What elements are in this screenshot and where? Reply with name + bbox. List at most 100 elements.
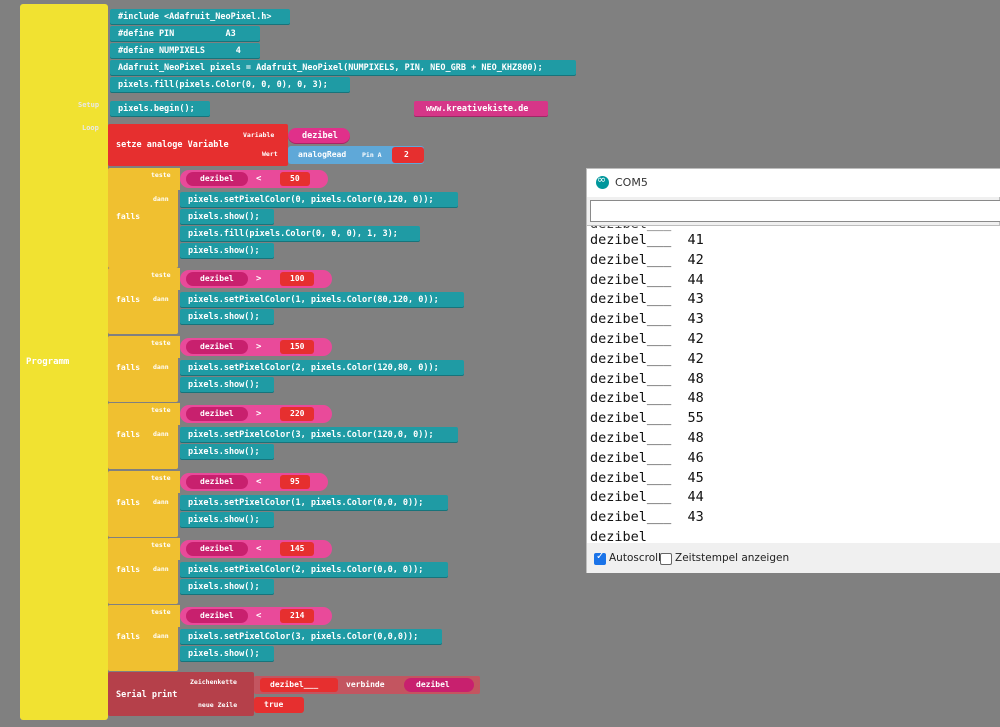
teste-label: teste (151, 474, 171, 482)
action-block[interactable]: pixels.show(); (180, 309, 274, 325)
dann-label: dann (153, 430, 169, 438)
serial-var-field[interactable]: dezibel (404, 678, 474, 692)
condition-variable[interactable]: dezibel (186, 542, 248, 556)
condition-operator[interactable]: < (256, 611, 262, 621)
condition-variable[interactable]: dezibel (186, 407, 248, 421)
pin-value-field[interactable]: 2 (392, 147, 424, 163)
teste-label: teste (151, 171, 171, 179)
action-block[interactable]: pixels.show(); (180, 209, 274, 225)
falls-block[interactable] (108, 168, 178, 268)
serial-line: dezibel___ 41 (590, 232, 704, 248)
pin-label: Pin A (362, 151, 382, 159)
action-block[interactable]: pixels.show(); (180, 377, 274, 393)
action-block[interactable]: pixels.fill(pixels.Color(0, 0, 0), 1, 3)… (180, 226, 420, 242)
fill-init-block[interactable]: pixels.fill(pixels.Color(0, 0, 0), 0, 3)… (110, 77, 350, 93)
programm-label: Programm (26, 357, 70, 367)
falls-block[interactable] (108, 471, 178, 537)
set-analog-variable-block[interactable] (108, 124, 288, 166)
condition-value[interactable]: 95 (280, 475, 310, 489)
variable-label: Variable (243, 131, 275, 139)
serial-line: dezibel___ 44 (590, 489, 704, 506)
serial-print-block[interactable] (108, 672, 254, 716)
condition-variable[interactable]: dezibel (186, 340, 248, 354)
condition-value[interactable]: 145 (280, 542, 315, 556)
serial-print-label: Serial print (116, 690, 178, 700)
condition-variable[interactable]: dezibel (186, 475, 248, 489)
define-numpixels-block[interactable]: #define NUMPIXELS 4 (110, 43, 260, 59)
neue-zeile-label: neue Zeile (198, 701, 238, 709)
action-block[interactable]: pixels.show(); (180, 579, 274, 595)
action-block[interactable]: pixels.setPixelColor(2, pixels.Color(0,0… (180, 562, 448, 578)
newline-field[interactable]: true (254, 697, 304, 713)
falls-block[interactable] (108, 605, 178, 671)
falls-condition-strip (176, 403, 180, 425)
falls-block[interactable] (108, 403, 178, 469)
serial-output-area[interactable]: dezibel___ dezibel___ 41 dezibel___ 42 dez… (587, 225, 1000, 543)
autoscroll-checkbox[interactable] (594, 551, 606, 565)
falls-label: falls (116, 363, 141, 372)
condition-operator[interactable]: < (256, 477, 262, 487)
dann-label: dann (153, 195, 169, 203)
condition-variable[interactable]: dezibel (186, 609, 248, 623)
teste-label: teste (151, 271, 171, 279)
falls-condition-strip (176, 268, 180, 290)
falls-block[interactable] (108, 268, 178, 334)
condition-operator[interactable]: < (256, 174, 262, 184)
begin-block[interactable]: pixels.begin(); (110, 101, 210, 117)
action-block[interactable]: pixels.show(); (180, 243, 274, 259)
neopixel-constructor-block[interactable]: Adafruit_NeoPixel pixels = Adafruit_NeoP… (110, 60, 576, 76)
teste-label: teste (151, 608, 171, 616)
include-block[interactable]: #include <Adafruit_NeoPixel.h> (110, 9, 290, 25)
serial-line: dezibel___ 42 (590, 251, 704, 268)
condition-variable[interactable]: dezibel (186, 272, 248, 286)
serial-title-bar[interactable]: COM5 (587, 169, 1000, 197)
serial-line: dezibel___ 44 (590, 271, 704, 288)
teste-label: teste (151, 541, 171, 549)
action-block[interactable]: pixels.setPixelColor(1, pixels.Color(0,0… (180, 495, 448, 511)
action-block[interactable]: pixels.setPixelColor(3, pixels.Color(0,0… (180, 629, 442, 645)
variable-name-field[interactable]: dezibel (288, 128, 350, 144)
arduino-icon (596, 173, 609, 189)
analogread-block[interactable] (288, 146, 424, 164)
timestamp-checkbox[interactable] (660, 553, 672, 565)
action-block[interactable]: pixels.setPixelColor(0, pixels.Color(0,1… (180, 192, 458, 208)
condition-value[interactable]: 214 (280, 609, 315, 623)
programm-block[interactable] (20, 4, 108, 720)
falls-condition-strip (176, 336, 180, 358)
falls-label: falls (116, 498, 141, 507)
serial-line: dezibel___ 45 (590, 469, 704, 486)
timestamp-label: Zeitstempel anzeigen (675, 552, 790, 564)
define-pin-block[interactable]: #define PIN A3 (110, 26, 260, 42)
condition-operator[interactable]: > (256, 409, 262, 419)
dann-label: dann (153, 295, 169, 303)
action-block[interactable]: pixels.setPixelColor(2, pixels.Color(120… (180, 360, 464, 376)
action-block[interactable]: pixels.setPixelColor(1, pixels.Color(80,… (180, 292, 464, 308)
action-block[interactable]: pixels.show(); (180, 512, 274, 528)
falls-label: falls (116, 430, 141, 439)
condition-operator[interactable]: > (256, 342, 262, 352)
condition-operator[interactable]: > (256, 274, 262, 284)
action-block[interactable]: pixels.show(); (180, 444, 274, 460)
condition-value[interactable]: 220 (280, 407, 315, 421)
serial-line: dezibel___ 48 (590, 390, 704, 407)
wert-label: Wert (262, 150, 278, 158)
setup-label: Setup (78, 101, 100, 109)
string-field[interactable]: dezibel___ (260, 678, 338, 692)
action-block[interactable]: pixels.show(); (180, 646, 274, 662)
condition-value[interactable]: 150 (280, 340, 315, 354)
condition-variable[interactable]: dezibel (186, 172, 248, 186)
condition-value[interactable]: 50 (280, 172, 310, 186)
condition-value[interactable]: 100 (280, 272, 315, 286)
falls-label: falls (116, 632, 141, 641)
serial-monitor-window: COM5 dezibel___ dezibel___ 41dezibel___ … (586, 168, 1000, 573)
condition-operator[interactable]: < (256, 544, 262, 554)
action-block[interactable]: pixels.setPixelColor(3, pixels.Color(120… (180, 427, 458, 443)
falls-block[interactable] (108, 538, 178, 604)
falls-condition-strip (176, 168, 180, 190)
serial-send-input[interactable] (590, 200, 1000, 222)
falls-block[interactable] (108, 336, 178, 402)
setze-label: setze analoge Variable (116, 140, 229, 150)
falls-condition-strip (176, 605, 180, 627)
url-block[interactable]: www.kreativekiste.de (414, 101, 548, 117)
serial-line: dezibel___ 43 (590, 509, 704, 526)
